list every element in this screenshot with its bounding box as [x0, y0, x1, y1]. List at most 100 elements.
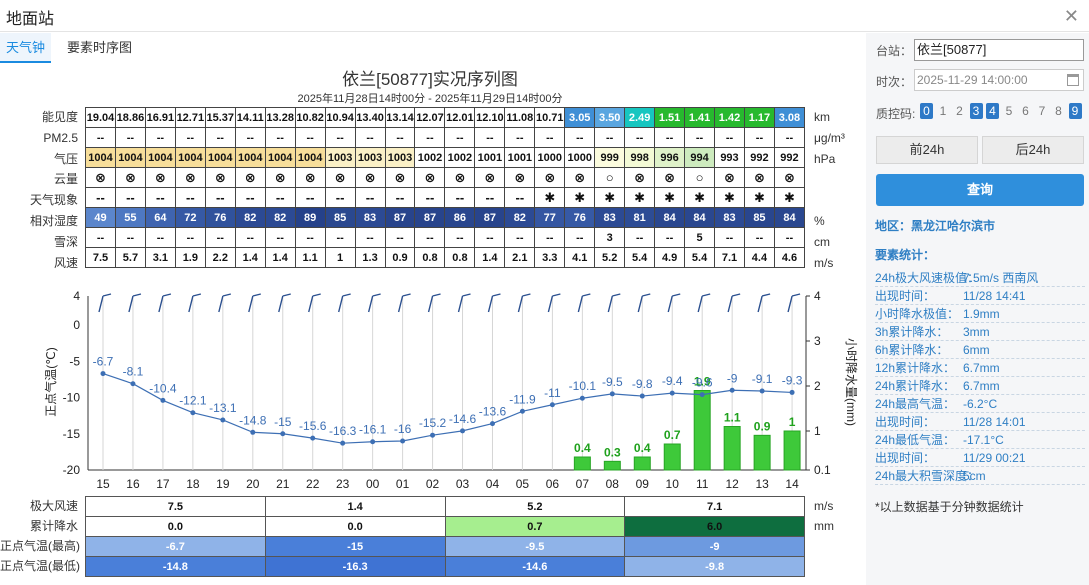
- summary-row-label: 累计降水: [29, 519, 78, 533]
- calendar-icon[interactable]: [1067, 74, 1079, 86]
- temperature-label: -10.1: [569, 379, 597, 393]
- table-cell: 1.42: [714, 107, 745, 128]
- x-tick-label: 08: [606, 477, 620, 491]
- precip-label: 0.4: [574, 441, 591, 455]
- x-tick-label: 18: [186, 477, 200, 491]
- table-cell: --: [114, 127, 146, 148]
- stat-key: 24h最高气温：: [875, 397, 956, 411]
- qc-code-toggle[interactable]: 0: [920, 103, 933, 119]
- table-cell: 82: [234, 207, 266, 228]
- element-row-labels: 能见度 PM2.5 气压 云量 天气现象 相对湿度 雪深 风速: [0, 107, 78, 273]
- table-cell: 18.86: [114, 107, 146, 128]
- table-cell: --: [564, 127, 596, 148]
- wind-barb-icon: [128, 293, 142, 313]
- stat-row: 出现时间： 11/28 14:41: [875, 287, 1085, 305]
- table-cell: 1004: [234, 147, 266, 168]
- table-cell: --: [384, 187, 416, 208]
- precip-label: 1: [789, 415, 796, 429]
- table-cell: 1.4: [264, 247, 296, 268]
- table-row: -14.8 -16.3 -14.6 -9.8: [85, 556, 805, 577]
- table-cell: ⊗: [474, 167, 506, 188]
- x-tick-label: 16: [126, 477, 140, 491]
- qc-code-toggle[interactable]: 7: [1038, 104, 1046, 118]
- table-cell: --: [144, 187, 176, 208]
- table-cell: --: [324, 187, 356, 208]
- stat-key: 3h累计降水：: [875, 325, 949, 339]
- table-cell: --: [114, 227, 146, 248]
- qc-code-toggle[interactable]: 6: [1022, 104, 1029, 118]
- wind-barb-icon: [397, 293, 411, 313]
- table-cell: 1004: [204, 147, 236, 168]
- summary-cell: -14.8: [85, 556, 266, 577]
- table-row: 49 55 64 72 76 82 82 89 85 83 87 87 86 87 82 77 76 83 81 84…: [85, 207, 806, 228]
- temperature-label: -9.1: [752, 372, 773, 386]
- summary-cell: -15: [264, 536, 446, 557]
- summary-cell: -9: [624, 536, 805, 557]
- query-button[interactable]: 查询: [876, 174, 1084, 206]
- temperature-point: [639, 393, 645, 399]
- x-tick-label: 21: [276, 477, 290, 491]
- table-cell: --: [264, 227, 296, 248]
- stat-value: -17.1°C: [963, 433, 1004, 447]
- stat-value: 11/28 14:41: [963, 289, 1026, 303]
- table-cell: 10.94: [324, 107, 356, 128]
- wind-barb-icon: [517, 293, 531, 313]
- next-24h-button[interactable]: 后24h: [982, 136, 1084, 164]
- stat-row: 出现时间： 11/29 00:21: [875, 449, 1085, 467]
- table-cell: --: [474, 227, 506, 248]
- qc-code-toggle[interactable]: 8: [1055, 104, 1062, 118]
- x-tick-label: 12: [725, 477, 739, 491]
- summary-row-unit: m/s: [814, 499, 834, 513]
- temperature-line: [102, 373, 793, 444]
- qc-code-toggle[interactable]: 2: [956, 104, 963, 118]
- table-cell: 3.1: [144, 247, 176, 268]
- table-row: 7.5 1.4 5.2 7.1: [85, 496, 805, 517]
- table-cell: ⊗: [204, 167, 236, 188]
- table-cell: 87: [414, 207, 446, 228]
- table-cell: 55: [114, 207, 146, 228]
- summary-cell: 6.0: [624, 516, 805, 537]
- time-input[interactable]: 2025-11-29 14:00:00: [914, 69, 1084, 91]
- qc-code-toggle[interactable]: 1: [939, 104, 947, 118]
- temperature-point: [430, 432, 436, 438]
- summary-row-unit: mm: [814, 519, 834, 533]
- temperature-label: -15.6: [299, 419, 327, 433]
- qc-code-toggle[interactable]: 4: [986, 103, 999, 119]
- summary-cell: -9.5: [444, 536, 626, 557]
- table-cell: --: [144, 227, 176, 248]
- wind-barb-icon: [427, 293, 441, 313]
- prev-24h-button[interactable]: 前24h: [876, 136, 978, 164]
- x-tick-label: 11: [696, 477, 709, 491]
- table-cell: 4.6: [773, 247, 806, 268]
- table-cell: 89: [294, 207, 326, 228]
- table-cell: 81: [624, 207, 656, 228]
- table-cell: 84: [773, 207, 806, 228]
- station-input[interactable]: 依兰[50877]: [914, 39, 1084, 61]
- table-cell: 1004: [144, 147, 176, 168]
- table-cell: 15.37: [204, 107, 236, 128]
- close-icon[interactable]: ✕: [1063, 6, 1079, 26]
- table-cell: 1: [324, 247, 356, 268]
- qc-code-toggle[interactable]: 5: [1005, 104, 1013, 118]
- tab-element-timeseries[interactable]: 要素时序图: [67, 40, 133, 55]
- tab-weather-clock[interactable]: 天气钟: [0, 33, 52, 63]
- temperature-point: [130, 381, 136, 387]
- table-cell: 84: [654, 207, 686, 228]
- table-cell: ⊗: [85, 167, 116, 188]
- table-cell: 5: [684, 227, 716, 248]
- x-tick-label: 19: [216, 477, 230, 491]
- table-cell: --: [654, 227, 686, 248]
- table-cell: --: [85, 187, 116, 208]
- temperature-label: -13.6: [479, 405, 507, 419]
- temperature-label: -13.1: [209, 401, 237, 415]
- precip-label: 0.7: [664, 428, 681, 442]
- qc-code-toggle[interactable]: 9: [1068, 103, 1082, 119]
- table-cell: ⊗: [174, 167, 206, 188]
- table-cell: 12.10: [474, 107, 506, 128]
- table-cell: ✱: [564, 187, 596, 208]
- qc-code-toggle[interactable]: 3: [969, 103, 983, 119]
- summary-row-label: 正点气温(最高): [0, 539, 80, 553]
- table-cell: 12.01: [444, 107, 476, 128]
- left-tick-label: -15: [63, 427, 81, 441]
- element-row-label: 能见度: [41, 110, 78, 124]
